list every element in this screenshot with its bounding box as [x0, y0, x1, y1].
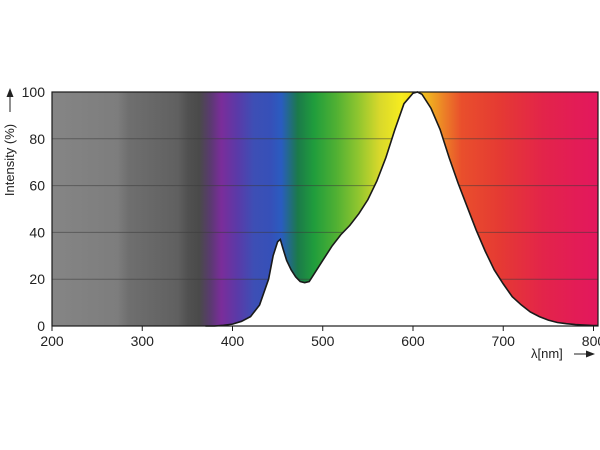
y-tick-label: 20 [29, 271, 45, 287]
y-axis-arrow-icon [6, 88, 14, 112]
y-tick-label: 60 [29, 178, 45, 194]
x-tick-label: 700 [492, 333, 516, 349]
y-tick-label: 100 [22, 84, 46, 100]
x-tick-label: 400 [221, 333, 245, 349]
y-axis: 0 20 40 60 80 100 [22, 84, 46, 334]
plot-frame [51, 91, 599, 327]
y-tick-label: 80 [29, 131, 45, 147]
grid-lines [52, 138, 598, 280]
x-axis-arrow-icon [574, 350, 595, 358]
y-tick-label: 0 [37, 318, 45, 334]
x-tick-label: 300 [131, 333, 155, 349]
white-mask [205, 92, 599, 326]
x-tick-label: 800 [582, 333, 600, 349]
x-tick-label: 600 [401, 333, 425, 349]
y-tick-label: 40 [29, 224, 45, 240]
y-axis-label: Intensity (%) [2, 124, 17, 196]
x-axis-label: λ[nm] [531, 346, 563, 361]
x-tick-label: 200 [40, 333, 64, 349]
x-axis: 200 300 400 500 600 700 800 [40, 326, 600, 349]
x-tick-label: 500 [311, 333, 335, 349]
series-line [205, 91, 598, 327]
